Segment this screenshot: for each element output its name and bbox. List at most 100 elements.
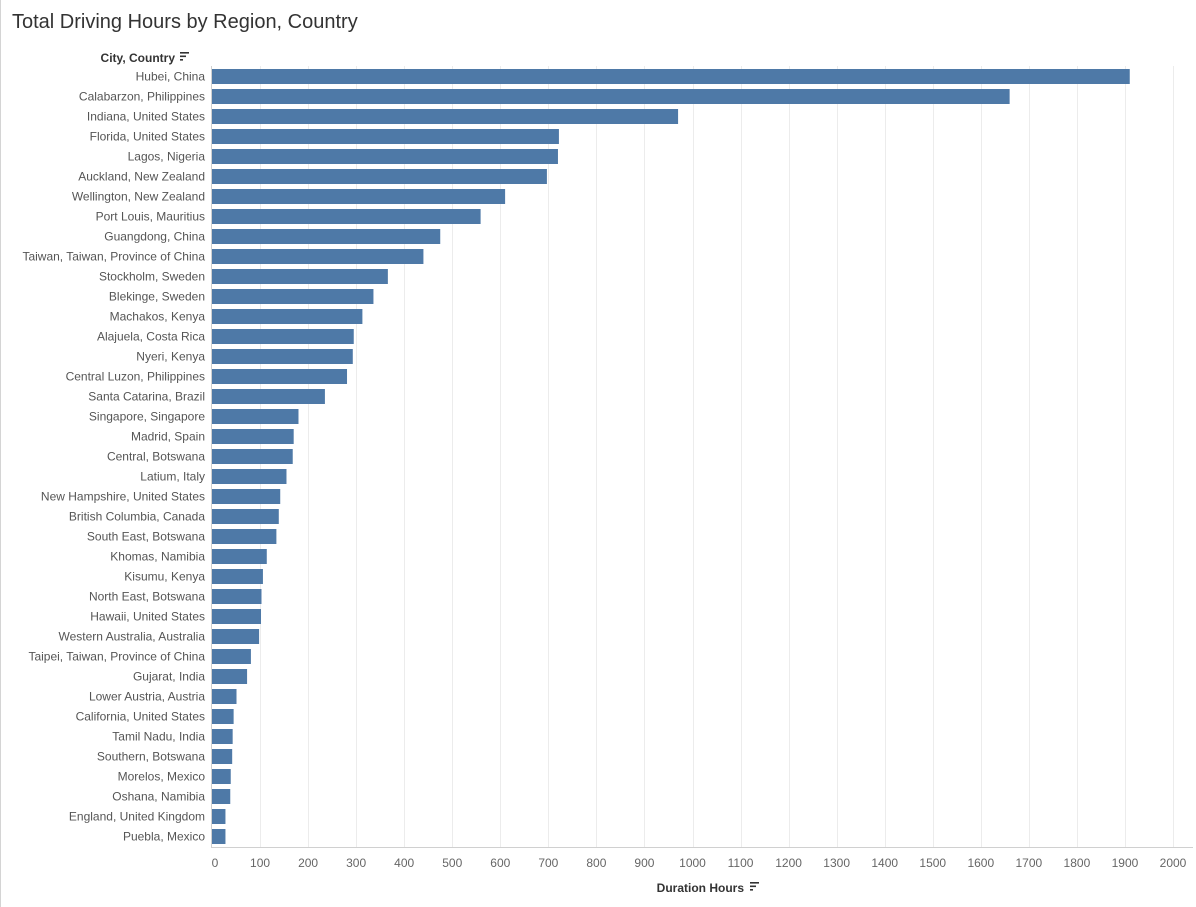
bar[interactable] bbox=[212, 249, 424, 264]
row-label[interactable]: Western Australia, Australia bbox=[58, 630, 205, 644]
x-tick-labels-group: 0 100 200 300 400 500 600 700 800 900 1000 1100 1200… bbox=[212, 856, 1187, 870]
bar[interactable] bbox=[212, 489, 281, 504]
row-label[interactable]: Stockholm, Sweden bbox=[99, 270, 205, 284]
bar[interactable] bbox=[212, 749, 233, 764]
row-label[interactable]: Alajuela, Costa Rica bbox=[97, 330, 205, 344]
row-label[interactable]: Puebla, Mexico bbox=[123, 830, 205, 844]
bar[interactable] bbox=[212, 109, 679, 124]
row-label[interactable]: Kisumu, Kenya bbox=[124, 570, 205, 584]
bar[interactable] bbox=[212, 69, 1130, 84]
row-label[interactable]: Calabarzon, Philippines bbox=[79, 90, 205, 104]
row-label[interactable]: Morelos, Mexico bbox=[118, 770, 206, 784]
bars-group bbox=[212, 69, 1130, 844]
x-axis-sort-icon[interactable] bbox=[750, 882, 759, 891]
row-label[interactable]: Khomas, Namibia bbox=[110, 550, 205, 564]
y-axis-title[interactable]: City, Country bbox=[101, 51, 176, 65]
row-label[interactable]: Tamil Nadu, India bbox=[112, 730, 205, 744]
row-label[interactable]: Auckland, New Zealand bbox=[78, 170, 205, 184]
bar[interactable] bbox=[212, 569, 263, 584]
bar[interactable] bbox=[212, 669, 248, 684]
row-label[interactable]: Madrid, Spain bbox=[131, 430, 205, 444]
row-label[interactable]: Wellington, New Zealand bbox=[72, 190, 205, 204]
bar[interactable] bbox=[212, 789, 231, 804]
row-label[interactable]: Taipei, Taiwan, Province of China bbox=[28, 650, 205, 664]
row-label[interactable]: Hubei, China bbox=[136, 70, 206, 84]
bar[interactable] bbox=[212, 549, 267, 564]
bar[interactable] bbox=[212, 629, 260, 644]
x-tick-label: 1000 bbox=[679, 856, 706, 870]
row-label[interactable]: England, United Kingdom bbox=[69, 810, 205, 824]
bar[interactable] bbox=[212, 209, 481, 224]
x-tick-label: 100 bbox=[250, 856, 270, 870]
x-tick-label: 1600 bbox=[967, 856, 994, 870]
bar[interactable] bbox=[212, 349, 353, 364]
row-label[interactable]: Port Louis, Mauritius bbox=[96, 210, 205, 224]
bar[interactable] bbox=[212, 89, 1010, 104]
bar[interactable] bbox=[212, 129, 559, 144]
row-label[interactable]: Lagos, Nigeria bbox=[128, 150, 206, 164]
row-label[interactable]: Santa Catarina, Brazil bbox=[88, 390, 205, 404]
bar[interactable] bbox=[212, 709, 234, 724]
bar[interactable] bbox=[212, 589, 262, 604]
row-label[interactable]: Hawaii, United States bbox=[90, 610, 205, 624]
x-tick-label: 1300 bbox=[823, 856, 850, 870]
bar[interactable] bbox=[212, 289, 374, 304]
bar[interactable] bbox=[212, 609, 262, 624]
row-label[interactable]: Latium, Italy bbox=[140, 470, 205, 484]
bar[interactable] bbox=[212, 229, 441, 244]
x-tick-label: 700 bbox=[538, 856, 558, 870]
bar[interactable] bbox=[212, 449, 293, 464]
row-labels-group: Hubei, China Calabarzon, Philippines India… bbox=[22, 70, 205, 844]
row-label[interactable]: Lower Austria, Austria bbox=[89, 690, 205, 704]
row-label[interactable]: Gujarat, India bbox=[133, 670, 205, 684]
x-tick-label: 500 bbox=[442, 856, 462, 870]
bar[interactable] bbox=[212, 469, 287, 484]
bar[interactable] bbox=[212, 649, 251, 664]
bar[interactable] bbox=[212, 769, 231, 784]
row-label[interactable]: Blekinge, Sweden bbox=[109, 290, 205, 304]
row-label[interactable]: California, United States bbox=[76, 710, 205, 724]
x-tick-label: 1400 bbox=[871, 856, 898, 870]
bar[interactable] bbox=[212, 429, 294, 444]
bar[interactable] bbox=[212, 689, 237, 704]
x-tick-label: 1800 bbox=[1064, 856, 1091, 870]
row-label[interactable]: Florida, United States bbox=[90, 130, 205, 144]
row-label[interactable]: Singapore, Singapore bbox=[89, 410, 205, 424]
row-label[interactable]: Indiana, United States bbox=[87, 110, 205, 124]
bar[interactable] bbox=[212, 389, 325, 404]
row-label[interactable]: North East, Botswana bbox=[89, 590, 205, 604]
row-label[interactable]: British Columbia, Canada bbox=[69, 510, 205, 524]
x-tick-label: 800 bbox=[586, 856, 606, 870]
x-tick-label: 2000 bbox=[1160, 856, 1187, 870]
row-label[interactable]: Southern, Botswana bbox=[97, 750, 205, 764]
bar[interactable] bbox=[212, 409, 299, 424]
row-label[interactable]: Central, Botswana bbox=[107, 450, 205, 464]
row-label[interactable]: South East, Botswana bbox=[87, 530, 205, 544]
bar[interactable] bbox=[212, 169, 547, 184]
y-axis-sort-icon[interactable] bbox=[180, 52, 189, 61]
x-axis-title[interactable]: Duration Hours bbox=[657, 881, 745, 895]
bar[interactable] bbox=[212, 829, 226, 844]
x-tick-label: 1200 bbox=[775, 856, 802, 870]
bar[interactable] bbox=[212, 309, 363, 324]
x-tick-label: 1900 bbox=[1112, 856, 1139, 870]
bar[interactable] bbox=[212, 269, 388, 284]
bar[interactable] bbox=[212, 149, 558, 164]
bar[interactable] bbox=[212, 369, 348, 384]
row-label[interactable]: New Hampshire, United States bbox=[41, 490, 205, 504]
row-label[interactable]: Oshana, Namibia bbox=[112, 790, 205, 804]
bar[interactable] bbox=[212, 529, 277, 544]
row-label[interactable]: Nyeri, Kenya bbox=[136, 350, 205, 364]
chart-title: Total Driving Hours by Region, Country bbox=[12, 11, 358, 33]
bar[interactable] bbox=[212, 329, 354, 344]
bar[interactable] bbox=[212, 189, 506, 204]
bar[interactable] bbox=[212, 809, 226, 824]
row-label[interactable]: Guangdong, China bbox=[104, 230, 205, 244]
bar[interactable] bbox=[212, 729, 233, 744]
row-label[interactable]: Machakos, Kenya bbox=[110, 310, 206, 324]
row-label[interactable]: Central Luzon, Philippines bbox=[66, 370, 205, 384]
bar[interactable] bbox=[212, 509, 279, 524]
row-label[interactable]: Taiwan, Taiwan, Province of China bbox=[22, 250, 205, 264]
